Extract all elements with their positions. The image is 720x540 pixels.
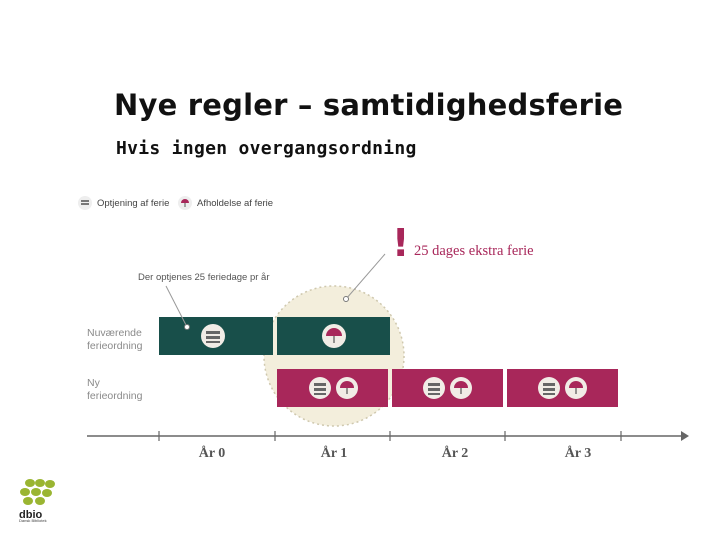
year-label-0: År 0: [198, 446, 226, 461]
coins-icon: [201, 324, 225, 348]
exclamation-icon: !: [392, 221, 410, 265]
year-label-3: År 3: [564, 446, 592, 461]
umbrella-icon: [178, 196, 192, 210]
new-scheme-bar-year3: [507, 369, 618, 407]
row-label-current: Nuværende ferieordning: [87, 327, 143, 352]
coins-icon: [78, 196, 92, 210]
coins-icon: [423, 377, 445, 399]
new-scheme-bar-year1: [277, 369, 388, 407]
slide-title: Nye regler – samtidighedsferie: [114, 88, 624, 122]
accrual-note: Der optjenes 25 feriedage pr år: [138, 272, 270, 283]
row-label-new: Ny ferieordning: [87, 377, 143, 402]
dbio-logo-icon: [20, 479, 55, 505]
umbrella-icon: [565, 377, 587, 399]
legend-holiday: Afholdelse af ferie: [178, 196, 273, 210]
new-scheme-bar-year2: [392, 369, 503, 407]
coins-icon: [309, 377, 331, 399]
umbrella-icon: [322, 324, 346, 348]
axis-arrow-icon: [681, 431, 689, 441]
accrual-callout-line: [165, 285, 188, 328]
year-label-1: År 1: [320, 446, 348, 461]
legend-earning-label: Optjening af ferie: [97, 197, 170, 209]
extra-days-callout-line: [345, 253, 386, 300]
extra-days-label: 25 dages ekstra ferie: [414, 243, 534, 259]
legend-earning: Optjening af ferie: [78, 196, 169, 210]
slide-subtitle: Hvis ingen overgangsordning: [116, 138, 417, 159]
year-label-2: År 2: [441, 446, 469, 461]
umbrella-icon: [336, 377, 358, 399]
legend-holiday-label: Afholdelse af ferie: [197, 197, 274, 209]
logo-name: dbio: [19, 509, 43, 521]
umbrella-icon: [450, 377, 472, 399]
coins-icon: [538, 377, 560, 399]
logo-tagline: Dansk Bibliotek: [19, 518, 47, 523]
